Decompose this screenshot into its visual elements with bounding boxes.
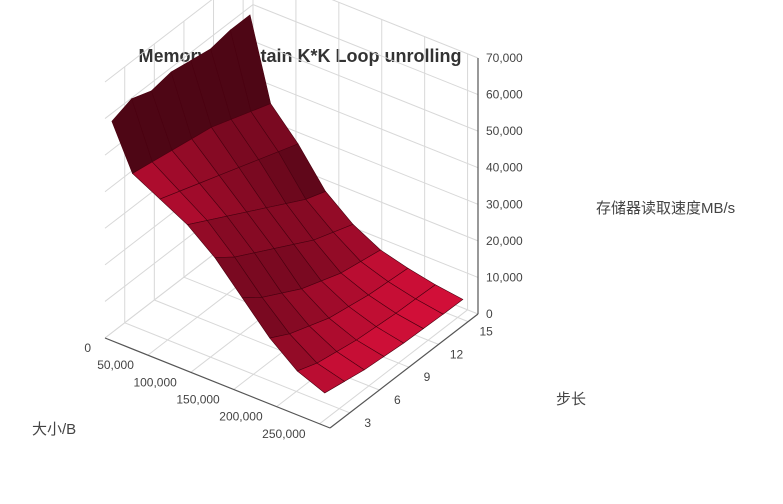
z-tick-label: 0 (486, 307, 493, 321)
y-tick-label: 3 (364, 416, 371, 430)
x-axis-title: 大小/B (32, 421, 77, 438)
axis-line (104, 337, 331, 429)
z-tick-label: 50,000 (486, 124, 523, 138)
z-gridline (104, 0, 479, 83)
size-gridline (319, 53, 469, 425)
x-tick-label: 150,000 (176, 392, 220, 406)
z-axis-title: 存储器读取速度MB/s (596, 200, 736, 217)
z-tick-label: 20,000 (486, 234, 523, 248)
y-axis-title: 步长 (556, 391, 587, 408)
x-tick-label: 0 (84, 341, 91, 355)
tick-layer: 0 50,000 100,000 150,000 200,000 250,000 3 6 9 12… (84, 51, 523, 441)
axis-line (329, 313, 479, 429)
z-tick-label: 30,000 (486, 197, 523, 211)
y-tick-label: 6 (394, 393, 401, 407)
z-tick-label: 60,000 (486, 88, 523, 102)
x-tick-label: 100,000 (133, 375, 177, 389)
z-tick-label: 40,000 (486, 161, 523, 175)
y-tick-label: 12 (450, 347, 464, 361)
surface-layer (111, 14, 464, 394)
y-tick-label: 9 (424, 370, 431, 384)
y-tick-label: 15 (479, 325, 493, 339)
z-tick-label: 70,000 (486, 51, 523, 65)
surface-patch (296, 362, 346, 394)
x-tick-label: 200,000 (219, 410, 263, 424)
z-tick-label: 10,000 (486, 270, 523, 284)
x-tick-label: 250,000 (262, 427, 306, 441)
x-tick-label: 50,000 (97, 358, 134, 372)
